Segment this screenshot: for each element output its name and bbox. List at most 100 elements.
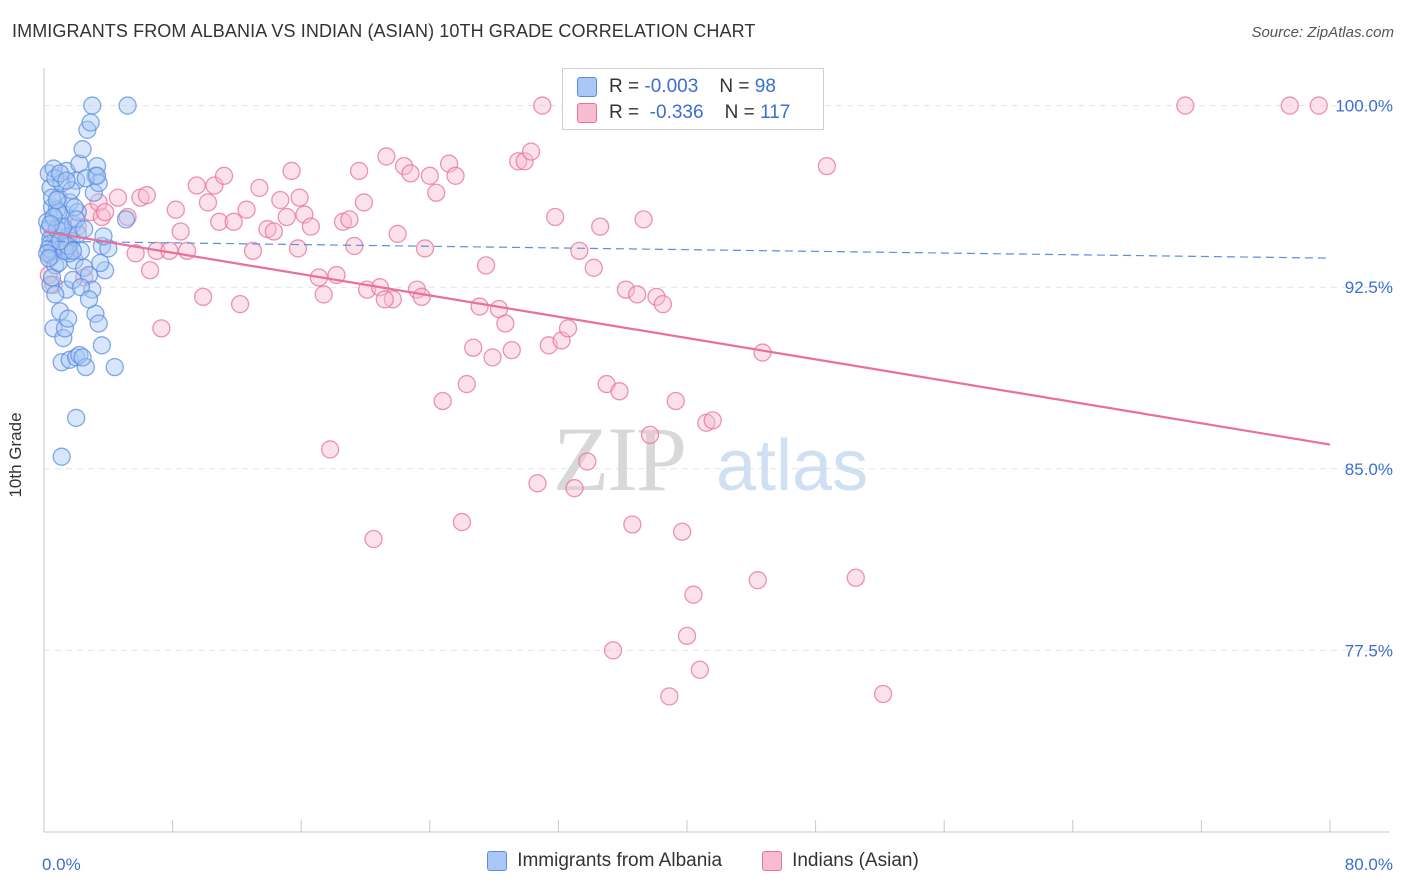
stats-row-blue: R = -0.003 N = 98 [577, 75, 776, 99]
indians-point-34 [250, 178, 269, 198]
pink-n-label: N = [724, 102, 755, 123]
indians-point-111 [846, 568, 865, 587]
indians-point-86 [578, 452, 597, 471]
indians-point-76 [515, 152, 534, 171]
albania-point-72 [60, 244, 79, 263]
albania-point-69 [116, 210, 136, 229]
albania-point-54 [52, 447, 71, 466]
indians-point-108 [748, 571, 767, 590]
indians-point-58 [401, 164, 420, 183]
indians-point-45 [320, 440, 340, 459]
trend-lines [43, 230, 1331, 446]
indians-point-78 [528, 474, 547, 493]
albania-point-79 [76, 169, 95, 188]
indians-point-22 [171, 222, 190, 241]
indians-point-73 [496, 314, 515, 333]
albania-point-45 [67, 348, 86, 367]
watermark-zip: ZIP [553, 408, 685, 510]
indians-point-87 [584, 258, 603, 277]
indians-point-85 [570, 241, 589, 261]
indians-point-48 [340, 210, 359, 229]
pink-r-label: R = [609, 102, 640, 123]
albania-point-88 [79, 290, 99, 309]
series-albania-points [38, 96, 137, 466]
albania-point-61 [57, 280, 76, 299]
albania-point-64 [50, 164, 70, 183]
albania-point-85 [39, 248, 58, 268]
indians-point-68 [464, 338, 483, 357]
indians-point-16 [137, 186, 157, 205]
blue-n-label: N = [719, 76, 750, 97]
albania-point-47 [76, 357, 95, 377]
legend-item-indians[interactable]: Indians (Asian) [762, 850, 919, 872]
indians-point-110 [817, 156, 837, 176]
indians-point-95 [634, 210, 653, 229]
indians-point-115 [1309, 96, 1328, 115]
legend-label-albania: Immigrants from Albania [517, 850, 723, 871]
albania-point-95 [63, 241, 83, 261]
albania-point-80 [87, 166, 107, 185]
indians-point-103 [684, 585, 703, 604]
y-tick-label-0: 100.0% [1335, 97, 1393, 116]
indians-point-39 [282, 161, 301, 181]
series-indians-asian-points [39, 72, 1328, 706]
blue-swatch [577, 77, 597, 97]
stats-legend: R = -0.003 N = 98 R = -0.336 N = 117 [562, 68, 824, 130]
albania-point-26 [68, 202, 87, 222]
blue-r-value: -0.003 [644, 76, 699, 97]
indians-point-44 [314, 285, 333, 304]
indians-point-69 [470, 297, 489, 316]
indians-point-29 [214, 166, 234, 185]
indians-point-37 [271, 190, 290, 210]
indians-point-38 [277, 207, 296, 227]
indians-point-104 [690, 660, 710, 679]
indians-point-106 [703, 411, 722, 430]
indians-point-116 [375, 290, 394, 309]
albania-point-67 [83, 280, 102, 299]
indians-point-21 [166, 200, 185, 219]
y-tick-label-2: 85.0% [1345, 460, 1393, 479]
bottom-legend: Immigrants from Albania Indians (Asian) [0, 850, 1406, 872]
indians-point-60 [412, 287, 431, 307]
indians-point-91 [610, 382, 629, 401]
albania-point-50 [89, 314, 108, 333]
indians-point-75 [509, 152, 528, 171]
albania-point-51 [92, 336, 112, 355]
indians-point-49 [345, 236, 364, 256]
blue-n-value: 98 [754, 76, 776, 97]
gridlines [44, 105, 1392, 651]
indians-point-112 [873, 684, 893, 704]
indians-point-88 [591, 217, 610, 236]
pink-r-value: -0.336 [649, 102, 704, 123]
legend-item-albania[interactable]: Immigrants from Albania [487, 850, 722, 872]
indians-point-31 [230, 294, 250, 314]
albania-point-91 [57, 171, 76, 190]
albania-point-70 [118, 96, 137, 115]
indians-point-62 [427, 183, 446, 202]
indians-point-52 [364, 529, 383, 549]
indians-point-40 [290, 188, 309, 207]
indians-point-96 [640, 425, 660, 445]
albania-point-93 [75, 219, 94, 239]
indians-point-97 [647, 287, 666, 307]
indians-point-119 [288, 239, 308, 258]
albania-point-48 [73, 348, 92, 367]
indians-point-50 [349, 161, 369, 181]
chart-title: IMMIGRANTS FROM ALBANIA VS INDIAN (ASIAN… [12, 21, 756, 41]
source-label: Source: ZipAtlas.com [1251, 24, 1394, 41]
albania-point-30 [81, 113, 100, 132]
albania-trend-line [43, 240, 1331, 259]
albania-point-41 [55, 319, 75, 338]
indians-point-83 [558, 319, 578, 338]
pink-swatch [577, 103, 597, 123]
indians-point-9 [92, 207, 112, 227]
indians-point-54 [377, 147, 396, 166]
albania-point-97 [47, 190, 67, 210]
indians-point-79 [533, 96, 552, 115]
albania-point-52 [105, 357, 124, 377]
albania-point-86 [46, 285, 65, 304]
indians-point-118 [354, 193, 374, 212]
albania-point-78 [62, 181, 81, 200]
indians-point-65 [446, 166, 465, 185]
